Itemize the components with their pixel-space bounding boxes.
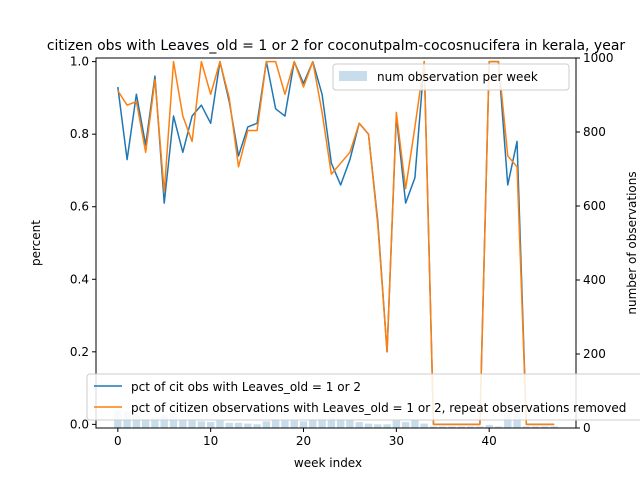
legend-upper: num observation per week <box>332 63 570 91</box>
legend-label-bars: num observation per week <box>377 70 538 84</box>
bar <box>151 417 159 428</box>
y2-tick-label: 0 <box>583 421 591 435</box>
x-tick-label: 10 <box>203 434 218 448</box>
bar <box>476 426 484 428</box>
bar <box>253 424 261 428</box>
y-tick-label: 1.0 <box>70 55 89 69</box>
y2-tick-label: 200 <box>583 347 606 361</box>
bar <box>160 415 168 428</box>
bar <box>262 421 271 428</box>
bar <box>197 421 206 428</box>
bar <box>169 413 178 428</box>
y-tick-label: 0.6 <box>70 200 89 214</box>
bar <box>531 426 540 428</box>
y-axis-ticks: 0.0 0.2 0.4 0.6 0.8 1.0 <box>70 55 96 431</box>
bar <box>466 426 475 428</box>
bar <box>336 418 345 428</box>
legend-upper-frame <box>332 63 570 91</box>
legend-label-orange-line: pct of citizen observations with Leaves_… <box>131 401 626 415</box>
y-tick-label: 0.0 <box>70 417 89 431</box>
line-series-group <box>117 60 555 426</box>
y2-tick-label: 1000 <box>583 51 614 65</box>
bar <box>309 419 317 428</box>
bar <box>346 419 354 428</box>
bar <box>206 422 215 428</box>
x-tick-label: 0 <box>114 434 122 448</box>
bar <box>550 426 558 428</box>
bar <box>439 426 447 428</box>
bar <box>355 422 363 428</box>
bar <box>299 421 308 428</box>
y-tick-label: 0.2 <box>70 345 89 359</box>
bar <box>494 426 503 428</box>
bar <box>318 418 326 428</box>
x-tick-label: 40 <box>482 434 497 448</box>
y-tick-label: 0.4 <box>70 272 89 286</box>
bar <box>290 420 298 428</box>
bar <box>327 417 336 428</box>
bar <box>522 426 531 428</box>
bar <box>392 420 401 428</box>
legend-swatch-bars <box>339 71 367 81</box>
bar <box>429 426 438 428</box>
axes-frame <box>95 57 577 429</box>
bar <box>485 425 493 428</box>
bar <box>364 423 373 428</box>
bar <box>448 426 456 428</box>
x-tick-label: 20 <box>296 434 311 448</box>
bar <box>179 419 187 428</box>
y2-axis-label: number of observations <box>625 171 639 314</box>
bar <box>457 426 466 428</box>
bar <box>271 419 280 428</box>
x-tick-label: 30 <box>389 434 404 448</box>
y2-axis-ticks: 0 200 400 600 800 1000 <box>576 51 614 435</box>
bar <box>541 426 549 428</box>
bar <box>141 418 150 428</box>
y2-tick-label: 800 <box>583 125 606 139</box>
bar <box>420 423 428 428</box>
bar <box>383 424 391 428</box>
y2-tick-label: 400 <box>583 273 606 287</box>
bar <box>234 422 243 428</box>
y-axis-label: percent <box>29 220 43 266</box>
bar <box>401 422 410 428</box>
bar <box>225 422 233 428</box>
bar <box>244 423 252 428</box>
x-axis-label: week index <box>294 456 362 470</box>
legend-lower-frame <box>86 373 640 421</box>
legend-label-blue-line: pct of cit obs with Leaves_old = 1 or 2 <box>131 380 361 394</box>
bar <box>374 424 382 428</box>
bar <box>411 419 419 428</box>
bar <box>188 420 196 428</box>
bar <box>216 420 224 428</box>
y-tick-label: 0.8 <box>70 127 89 141</box>
x-axis-ticks: 0 10 20 30 40 <box>114 428 497 448</box>
y2-tick-label: 600 <box>583 199 606 213</box>
series-line-1 <box>117 60 555 426</box>
bar <box>132 415 141 428</box>
chart-title: citizen obs with Leaves_old = 1 or 2 for… <box>47 38 626 54</box>
legend-lower: pct of cit obs with Leaves_old = 1 or 2 … <box>86 373 640 421</box>
bar <box>281 420 289 428</box>
bar <box>504 413 512 428</box>
